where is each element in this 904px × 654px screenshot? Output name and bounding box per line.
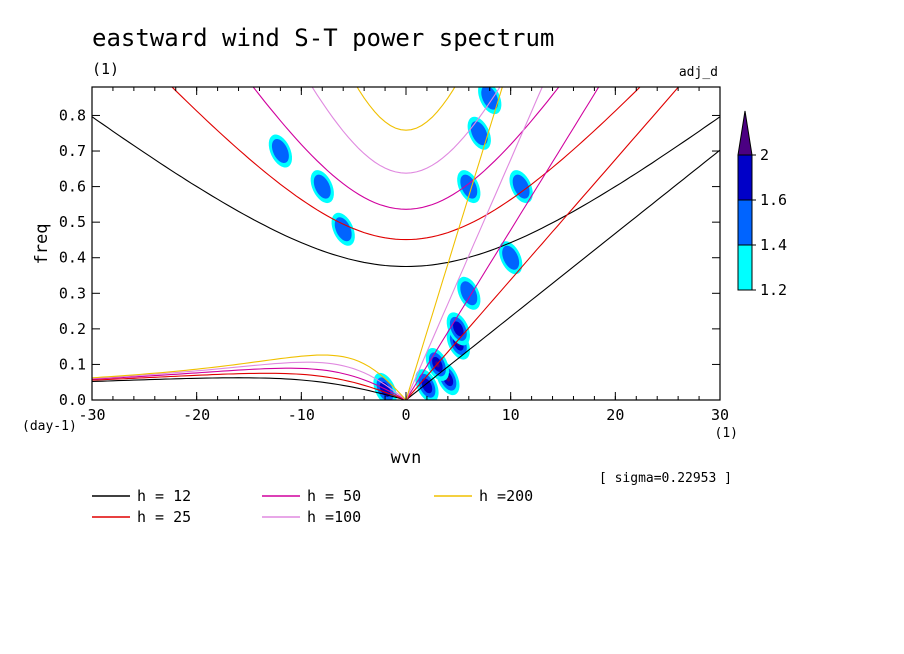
y-tick-label: 0.6 — [59, 178, 86, 196]
dispersion-curve — [405, 87, 600, 400]
contour-blob — [334, 217, 352, 242]
dispersion-curve — [252, 87, 560, 210]
colorbar: 2 1.6 1.4 1.2 — [737, 110, 787, 299]
dispersion-curve — [405, 149, 720, 400]
axis-ticks: -30 -20 -10 0 10 20 30 0.0 0.1 0.2 0.3 0.4 0.5 0.6 0.7… — [59, 87, 729, 424]
legend-label: h = 25 — [137, 508, 191, 526]
dispersion-curve — [356, 87, 456, 131]
chart-title: eastward wind S-T power spectrum — [92, 24, 554, 52]
y-tick-label: 0.1 — [59, 355, 86, 373]
x-tick-label: 30 — [711, 406, 729, 424]
contour-blob — [481, 87, 499, 110]
dispersion-curve — [92, 372, 407, 400]
x-tick-label: 0 — [401, 406, 410, 424]
legend-label: h = 50 — [307, 487, 361, 505]
contour-layer — [268, 87, 533, 400]
sigma-note: [ sigma=0.22953 ] — [599, 471, 732, 486]
x-tick-label: 20 — [606, 406, 624, 424]
x-tick-label: -20 — [183, 406, 210, 424]
y-tick-label: 0.5 — [59, 213, 86, 231]
y-units-label: (day-1) — [22, 419, 77, 434]
dispersion-curve — [92, 367, 407, 400]
y-tick-label: 0.0 — [59, 391, 86, 409]
dispersion-curve — [405, 87, 503, 400]
dispersion-curves — [92, 87, 720, 400]
dispersion-curve — [92, 361, 407, 400]
x-tick-label: 10 — [502, 406, 520, 424]
colorbar-label: 1.6 — [760, 191, 787, 209]
y-tick-label: 0.4 — [59, 249, 86, 267]
colorbar-arrow — [737, 110, 753, 156]
colorbar-label: 1.2 — [760, 281, 787, 299]
dispersion-curve — [92, 354, 407, 400]
contour-blob — [512, 174, 530, 199]
top-right-label: adj_d — [679, 65, 718, 80]
contour-blob — [470, 121, 488, 146]
x-tick-label: -10 — [288, 406, 315, 424]
colorbar-cell — [737, 199, 753, 246]
colorbar-label: 1.4 — [760, 236, 787, 254]
contour-blob — [313, 174, 331, 199]
y-tick-label: 0.2 — [59, 320, 86, 338]
colorbar-label: 2 — [760, 146, 769, 164]
contour-blob — [502, 245, 520, 270]
contour-blob — [271, 139, 289, 164]
legend: h = 12 h = 25 h = 50 h =100 h =200 — [92, 487, 533, 526]
y-tick-label: 0.3 — [59, 284, 86, 302]
dispersion-curve — [311, 87, 501, 174]
legend-label: h =100 — [307, 508, 361, 526]
y-axis-label: freq — [32, 224, 52, 265]
dispersion-curve — [92, 116, 720, 268]
x-tick-label: -30 — [78, 406, 105, 424]
contour-blob — [460, 281, 478, 306]
y-tick-label: 0.8 — [59, 106, 86, 124]
contour-blob — [421, 378, 433, 394]
legend-label: h =200 — [479, 487, 533, 505]
legend-label: h = 12 — [137, 487, 191, 505]
dispersion-curve — [92, 377, 407, 400]
colorbar-cell — [737, 154, 753, 201]
dispersion-curve — [405, 87, 543, 400]
units-label: (1) — [92, 60, 119, 78]
x-units-label: (1) — [715, 426, 738, 441]
y-tick-label: 0.7 — [59, 142, 86, 160]
dispersion-curve — [171, 87, 641, 241]
x-axis-label: wvn — [391, 448, 422, 468]
colorbar-cell — [737, 244, 753, 291]
contour-blob — [453, 321, 464, 337]
dispersion-curve — [405, 87, 680, 400]
plot-frame — [91, 86, 721, 401]
